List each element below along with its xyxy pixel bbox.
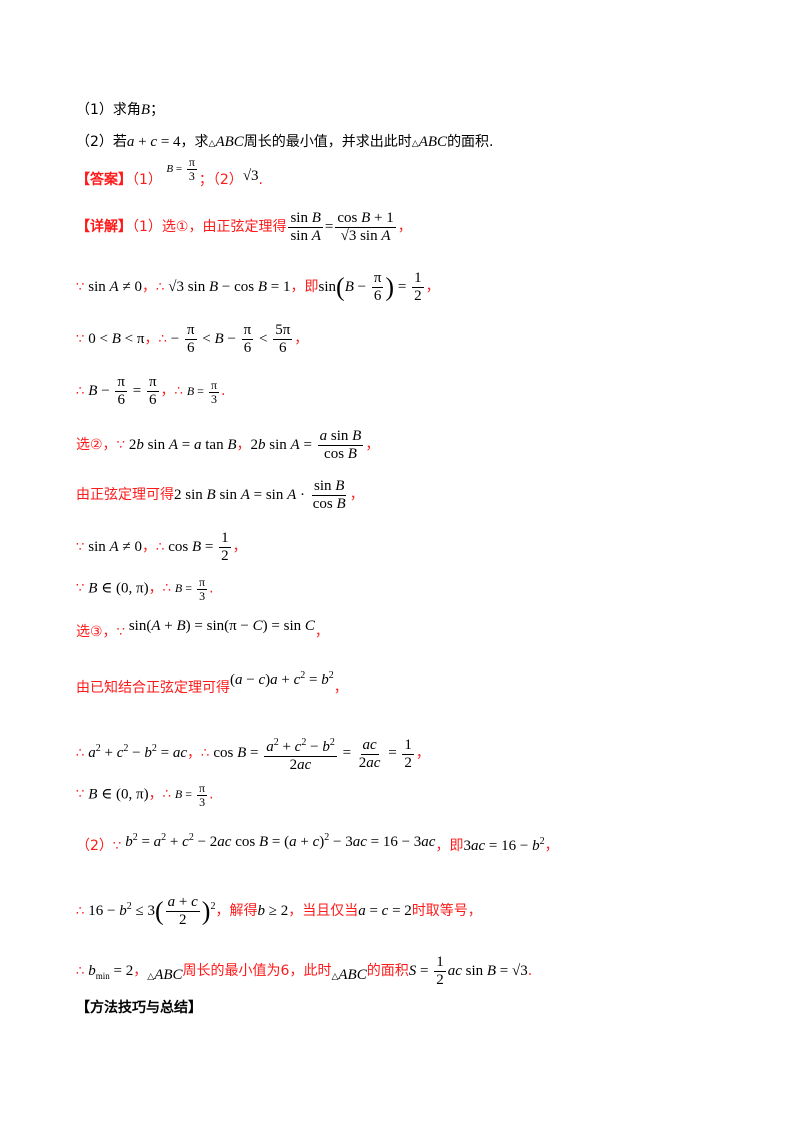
solution-line-5: 选②，∵ 2b sin A = a tan B，2b sin A = a sin … <box>76 428 380 462</box>
math-expr: bmin = 2 <box>88 962 134 981</box>
therefore-symbol: ∴ <box>162 787 171 803</box>
math-expr: S = 1 2 ac sin B = √3 <box>408 954 528 988</box>
because-symbol: ∵ <box>116 625 125 640</box>
math-expr: sin A ≠ 0 <box>88 538 142 555</box>
math-expr: 2b sin A = a tan B <box>128 436 237 453</box>
question-part-1: （1）求角B； <box>76 100 164 120</box>
solution-line-7: ∵ sin A ≠ 0，∴ cos B = 1 2， <box>76 530 247 564</box>
solution-label: 【详解】 <box>76 218 132 235</box>
answer-part2-value: √3 <box>242 168 259 185</box>
solution-text: （1）选①，由正弦定理得 <box>132 218 287 235</box>
therefore-symbol: ∴ <box>201 746 210 762</box>
solution-text: ，当且仅当 <box>288 902 359 919</box>
because-symbol: ∵ <box>76 581 85 597</box>
therefore-symbol: ∴ <box>76 383 85 399</box>
solution-text: 选②， <box>76 436 117 453</box>
math-expr: b ≥ 2 <box>257 902 289 919</box>
therefore-symbol: ∴ <box>76 963 85 979</box>
solution-line-14: ∴ 16 − b2 ≤ 3(a + c 2)2，解得b ≥ 2，当且仅当a = c … <box>76 894 482 929</box>
solution-line-13: （2）∵ b2 = a2 + c2 − 2ac cos B = (a + c)2 … <box>76 832 559 854</box>
solution-text: 的面积 <box>366 962 409 979</box>
math-expr: 16 − b2 ≤ 3(a + c 2)2 <box>88 894 216 928</box>
because-symbol: ∵ <box>116 437 125 453</box>
answer-label: 【答案】 <box>76 172 132 189</box>
question-text: 周长的最小值，并求出此时 <box>243 134 412 150</box>
because-symbol: ∵ <box>76 539 85 555</box>
math-expr: B ∈ (0, π) <box>88 580 149 597</box>
therefore-symbol: ∴ <box>162 581 171 597</box>
solution-text: ，解得 <box>215 902 258 919</box>
solution-line-2: ∵ sin A ≠ 0，∴ √3 sin B − cos B = 1，即sin(B … <box>76 270 440 304</box>
solution-line-10: 由已知结合正弦定理可得(a − c)a + c2 = b2， <box>76 670 348 696</box>
solution-text: 即 <box>449 838 464 854</box>
math-var: B <box>140 102 151 118</box>
solution-text: 由正弦定理可得 <box>76 486 174 503</box>
math-condition: a + c = 4 <box>126 134 181 150</box>
math-expr: a = c = 2 <box>358 902 412 919</box>
because-symbol: ∵ <box>112 839 122 854</box>
section-heading: 【方法技巧与总结】 <box>76 1000 202 1016</box>
math-expr: a2 + c2 − b2 = ac <box>88 743 188 762</box>
math-expr: (a − c)a + c2 = b2 <box>230 670 334 688</box>
math-triangle: △ABC <box>331 966 367 983</box>
solution-line-15: ∴ bmin = 2，△ABC周长的最小值为6，此时△ABC的面积S = 1 2 ac… <box>76 954 533 988</box>
solution-text: 即 <box>304 278 319 295</box>
because-symbol: ∵ <box>76 331 85 347</box>
solution-line-9: 选③，∵ sin(A + B) = sin(π − C) = sin C， <box>76 618 329 640</box>
therefore-symbol: ∴ <box>76 903 85 919</box>
answer-sep: ；（2） <box>198 172 243 189</box>
solution-text: 由已知结合正弦定理可得 <box>76 680 230 696</box>
solution-text: 周长的最小值为6，此时 <box>182 962 332 979</box>
answer-part1-label: （1） <box>132 172 162 189</box>
math-expr: sin A ≠ 0 <box>88 278 142 295</box>
math-expr: b2 = a2 + c2 − 2ac cos B = (a + c)2 − 3a… <box>125 832 436 850</box>
therefore-symbol: ∴ <box>158 331 167 347</box>
therefore-symbol: ∴ <box>76 746 85 762</box>
question-text: （1）求角 <box>76 102 141 118</box>
math-triangle: △ABC <box>208 134 244 150</box>
question-text: （2）若 <box>76 134 127 150</box>
solution-line-11: ∴ a2 + c2 − b2 = ac，∴ cos B = a2 + c2 − b2… <box>76 734 430 774</box>
question-text: 的面积. <box>447 134 494 150</box>
therefore-symbol: ∴ <box>155 279 165 295</box>
solution-text: 时取等号， <box>411 902 482 919</box>
because-symbol: ∵ <box>76 279 85 295</box>
therefore-symbol: ∴ <box>174 383 183 399</box>
punct: . <box>258 172 263 189</box>
punct: ， <box>397 218 412 235</box>
math-triangle: △ABC <box>147 966 183 983</box>
question-part-2: （2）若a + c = 4，求△ABC周长的最小值，并求出此时△ABC的面积. <box>76 132 494 153</box>
therefore-symbol: ∴ <box>155 539 165 555</box>
punct: ； <box>150 102 165 118</box>
because-symbol: ∵ <box>76 787 85 803</box>
question-text: ，求 <box>180 134 209 150</box>
math-expr: √3 sin B − cos B = 1 <box>168 278 291 295</box>
solution-text: 选③， <box>76 624 117 640</box>
math-expr: 3ac = 16 − b2 <box>463 836 545 854</box>
math-expr: sin(A + B) = sin(π − C) = sin C <box>128 618 315 634</box>
math-triangle: △ABC <box>411 134 448 150</box>
math-expr: 0 < B < π <box>88 330 145 347</box>
math-expr: B ∈ (0, π) <box>88 786 149 803</box>
answer-line: 【答案】（1） B = π 3 ；（2）√3. <box>76 156 263 195</box>
solution-text: （2） <box>76 838 113 854</box>
